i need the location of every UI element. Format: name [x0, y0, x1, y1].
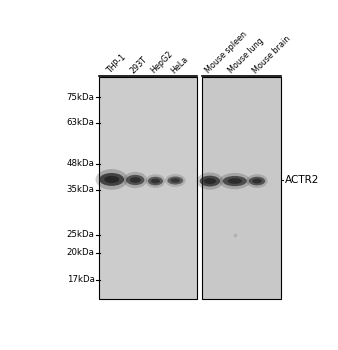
Ellipse shape [99, 173, 124, 186]
Text: 20kDa: 20kDa [67, 248, 95, 257]
Ellipse shape [96, 169, 128, 190]
Text: Mouse spleen: Mouse spleen [203, 30, 249, 75]
Text: THP-1: THP-1 [105, 52, 128, 75]
Text: 35kDa: 35kDa [67, 185, 95, 194]
Ellipse shape [227, 178, 242, 184]
Text: 17kDa: 17kDa [67, 275, 95, 284]
Ellipse shape [200, 176, 220, 187]
Text: 25kDa: 25kDa [67, 230, 95, 239]
Text: ACTR2: ACTR2 [285, 175, 319, 185]
Text: 293T: 293T [129, 55, 149, 75]
Ellipse shape [165, 174, 186, 187]
Ellipse shape [252, 179, 262, 183]
Ellipse shape [130, 177, 141, 183]
Text: 48kDa: 48kDa [67, 159, 95, 168]
Ellipse shape [126, 175, 144, 185]
Text: 75kDa: 75kDa [67, 93, 95, 102]
Bar [99, 77, 197, 299]
Ellipse shape [167, 176, 183, 184]
Ellipse shape [223, 176, 247, 186]
Ellipse shape [197, 173, 223, 190]
Ellipse shape [148, 177, 163, 186]
Ellipse shape [123, 172, 147, 188]
Ellipse shape [249, 177, 265, 186]
Text: HeLa: HeLa [169, 55, 190, 75]
Ellipse shape [246, 174, 268, 188]
Ellipse shape [219, 173, 250, 189]
Ellipse shape [104, 176, 119, 183]
Ellipse shape [204, 178, 216, 184]
Bar [201, 77, 281, 299]
Ellipse shape [151, 179, 160, 183]
Text: 63kDa: 63kDa [67, 118, 95, 127]
Text: Mouse brain: Mouse brain [251, 34, 292, 75]
Ellipse shape [146, 174, 165, 188]
Text: HepG2: HepG2 [149, 49, 175, 75]
Ellipse shape [171, 178, 180, 183]
Text: Mouse lung: Mouse lung [227, 36, 266, 75]
